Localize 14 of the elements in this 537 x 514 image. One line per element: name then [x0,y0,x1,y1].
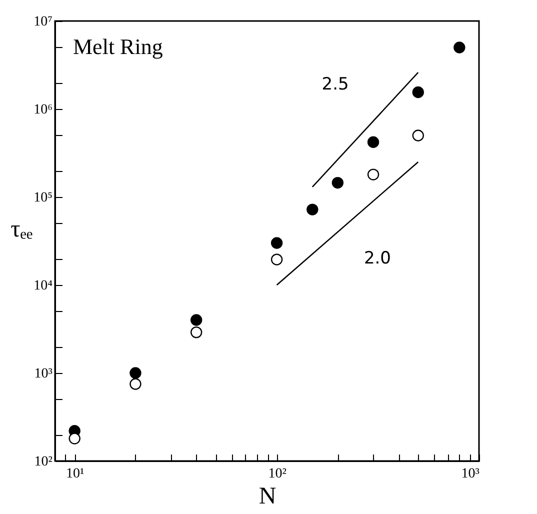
x-axis-title: N [258,484,276,510]
x-tick-label: 10² [268,466,286,482]
y-tick-label: 10² [34,454,52,470]
y-axis-title: τₑₑ [10,216,33,242]
x-tick-label: 10¹ [66,466,84,482]
annotation: Melt Ring [73,34,163,59]
x-tick-label: 10³ [461,466,480,482]
y-tick-label: 10⁴ [34,278,53,294]
y-tick-label: 10⁶ [34,102,53,118]
y-tick-label: 10⁷ [34,14,53,30]
y-tick-label: 10⁵ [34,190,53,206]
y-tick-label: 10³ [34,366,52,382]
series-label: 2.0 [364,248,391,268]
text: 2.5 [322,74,349,95]
